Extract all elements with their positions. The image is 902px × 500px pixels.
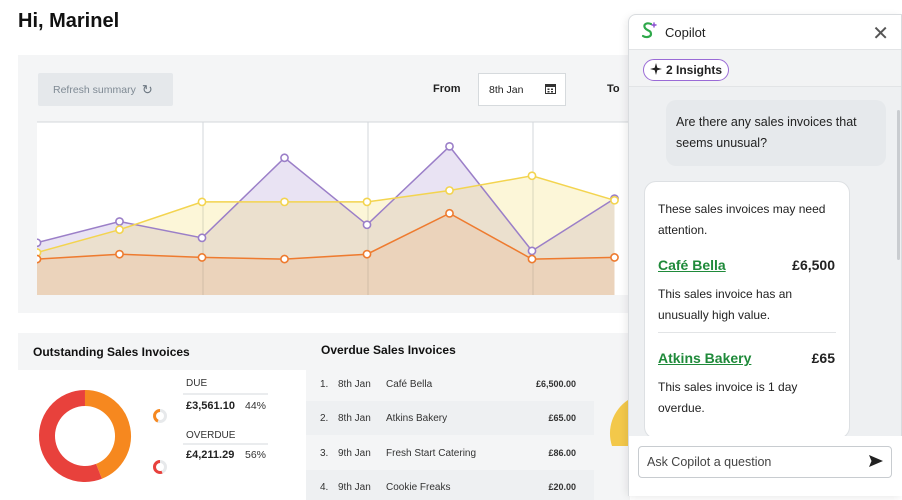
overdue-row[interactable]: 1. 8th Jan Café Bella £6,500.00 <box>306 367 594 401</box>
to-label: To <box>607 83 620 95</box>
due-label: DUE <box>186 378 208 389</box>
data-point <box>37 254 42 264</box>
send-icon[interactable] <box>869 454 883 470</box>
row-date: 9th Jan <box>338 447 371 459</box>
ask-copilot-input[interactable]: Ask Copilot a question <box>638 446 892 478</box>
invoice-amount: £6,500 <box>792 257 835 273</box>
overdue-label: OVERDUE <box>186 430 236 441</box>
from-label: From <box>433 83 461 95</box>
conversation-scrollbar[interactable] <box>897 110 900 260</box>
series-line <box>37 145 615 252</box>
data-point <box>445 141 454 151</box>
copilot-title: Copilot <box>665 24 706 40</box>
row-amount: £86.00 <box>548 448 576 458</box>
row-date: 8th Jan <box>338 412 371 424</box>
series-area <box>37 146 615 295</box>
data-point <box>115 249 124 259</box>
insights-label: 2 Insights <box>666 63 723 77</box>
sparkle-icon <box>650 62 662 78</box>
series-line <box>37 175 615 254</box>
row-number: 2. <box>320 412 329 424</box>
from-date-value: 8th Jan <box>489 83 524 96</box>
overdue-amount: £4,211.29 <box>186 449 235 461</box>
data-point <box>527 246 537 256</box>
overdue-percent: 56% <box>245 449 267 461</box>
overdue-row[interactable]: 3. 9th Jan Fresh Start Catering £86.00 <box>306 436 594 470</box>
legend-ring-value <box>153 459 163 474</box>
plot-area <box>37 122 628 295</box>
data-point <box>197 197 207 207</box>
series-area <box>37 213 615 295</box>
row-amount: £6,500.00 <box>535 379 576 389</box>
row-customer: Café Bella <box>386 378 433 390</box>
donut-slice-overdue <box>39 390 102 482</box>
row-number: 1. <box>320 378 329 390</box>
data-point <box>115 217 124 226</box>
donut-slice-due <box>84 390 131 479</box>
copilot-logo-icon <box>641 21 657 44</box>
ai-response-card: These sales invoices may need attention.… <box>644 181 850 439</box>
refresh-icon: ↻ <box>141 81 153 97</box>
row-customer: Fresh Start Catering <box>386 447 477 459</box>
data-point <box>280 254 289 264</box>
data-point <box>527 254 537 264</box>
row-date: 9th Jan <box>338 481 371 493</box>
row-amount: £65.00 <box>548 413 576 423</box>
series-area <box>37 175 615 295</box>
copilot-footer: Ask Copilot a question <box>628 436 902 496</box>
row-date: 8th Jan <box>338 378 371 390</box>
invoice-link-atkins-bakery[interactable]: Atkins Bakery <box>658 350 752 366</box>
data-point <box>280 153 289 163</box>
data-point <box>610 195 619 205</box>
from-date-input[interactable]: 8th Jan <box>478 73 566 106</box>
user-message-bubble: Are there any sales invoices that seems … <box>666 100 886 166</box>
ai-intro-text: These sales invoices may need attention. <box>658 202 826 237</box>
partial-pie-slice <box>609 400 628 446</box>
row-customer: Atkins Bakery <box>386 412 448 424</box>
due-percent: 44% <box>245 400 267 412</box>
insights-button[interactable]: 2 Insights <box>643 59 730 81</box>
data-point <box>362 249 372 259</box>
invoice-description: This sales invoice has an unusually high… <box>658 287 793 322</box>
greeting-title: Hi, Marinel <box>18 10 120 32</box>
data-point <box>362 197 372 207</box>
overdue-row[interactable]: 4. 9th Jan Cookie Freaks £20.00 <box>306 470 594 500</box>
overdue-title: Overdue Sales Invoices <box>321 343 456 357</box>
legend-ring-value <box>153 409 161 423</box>
row-number: 3. <box>320 447 329 459</box>
row-amount: £20.00 <box>548 482 576 492</box>
data-point <box>362 220 372 230</box>
data-point <box>527 171 537 181</box>
copilot-header: Copilot <box>629 15 901 49</box>
overdue-row[interactable]: 2. 8th Jan Atkins Bakery £65.00 <box>306 401 594 435</box>
refresh-summary-label: Refresh summary <box>53 83 136 96</box>
data-point <box>115 225 124 235</box>
invoice-description: This sales invoice is 1 day overdue. <box>658 380 798 415</box>
data-point <box>280 197 289 207</box>
data-point <box>445 208 454 218</box>
row-customer: Cookie Freaks <box>386 481 451 493</box>
data-point <box>197 253 207 262</box>
calendar-icon[interactable] <box>545 83 556 97</box>
data-point <box>610 253 619 262</box>
copilot-subheader: 2 Insights <box>629 49 901 87</box>
row-number: 4. <box>320 481 329 493</box>
divider <box>658 332 836 333</box>
invoice-amount: £65 <box>811 350 835 366</box>
ask-copilot-placeholder: Ask Copilot a question <box>647 455 772 469</box>
data-point <box>445 186 454 195</box>
refresh-summary-button[interactable]: Refresh summary ↻ <box>38 73 173 106</box>
data-point <box>197 233 207 243</box>
outstanding-title: Outstanding Sales Invoices <box>33 345 190 359</box>
data-point <box>37 238 42 248</box>
invoice-link-cafe-bella[interactable]: Café Bella <box>658 257 726 273</box>
due-amount: £3,561.10 <box>186 400 235 412</box>
close-icon[interactable]: ✕ <box>872 23 889 45</box>
series-line <box>37 212 615 260</box>
outstanding-panel <box>18 370 306 500</box>
chart-series-group <box>37 141 619 295</box>
